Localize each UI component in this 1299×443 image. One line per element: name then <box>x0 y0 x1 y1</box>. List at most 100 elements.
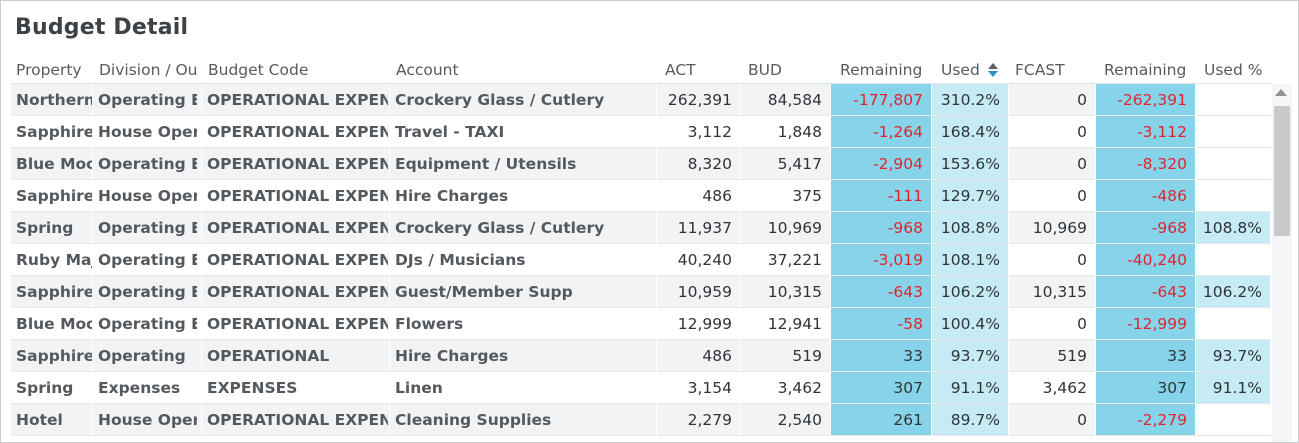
cell-act: 12,999 <box>677 315 732 333</box>
column-divider <box>740 84 741 436</box>
cell-act: 486 <box>702 347 732 365</box>
row-band <box>1009 212 1096 244</box>
row-band <box>1009 276 1096 308</box>
cell-remaining2: -12,999 <box>1096 308 1195 340</box>
cell-remaining: 307 <box>831 372 931 404</box>
cell-used: 108.1% <box>932 244 1008 276</box>
cell-account: Flowers <box>395 315 464 333</box>
scrollbar-thumb[interactable] <box>1274 106 1290 236</box>
cell-property: Hotel <box>16 411 63 429</box>
cell-fcast: 519 <box>1057 347 1087 365</box>
cell-remaining2: -3,112 <box>1096 116 1195 148</box>
row-band <box>11 84 831 116</box>
cell-remaining: -1,264 <box>831 116 931 148</box>
cell-remaining2: -262,391 <box>1096 84 1195 116</box>
cell-act: 2,279 <box>687 411 732 429</box>
column-divider <box>389 84 390 436</box>
cell-used: 100.4% <box>932 308 1008 340</box>
cell-account: Cleaning Supplies <box>395 411 552 429</box>
row-band <box>1009 84 1096 116</box>
row-band <box>1009 340 1096 372</box>
row-band <box>11 276 831 308</box>
cell-remaining: -643 <box>831 276 931 308</box>
col-header-bud[interactable]: BUD <box>748 61 782 79</box>
row-divider <box>11 275 1271 276</box>
cell-account: Travel - TAXI <box>395 123 505 141</box>
sort-up-down-icon[interactable] <box>987 62 999 78</box>
cell-remaining2: -643 <box>1096 276 1195 308</box>
cell-remaining: -3,019 <box>831 244 931 276</box>
cell-remaining2: -40,240 <box>1096 244 1195 276</box>
cell-remaining: -111 <box>831 180 931 212</box>
row-divider <box>11 147 1271 148</box>
page-title: Budget Detail <box>15 15 189 40</box>
cell-budget-code: OPERATIONAL EXPEN <box>207 155 388 173</box>
cell-property: Ruby Maj <box>16 251 93 269</box>
col-header-division[interactable]: Division / Ou <box>99 61 197 79</box>
row-divider <box>11 403 1271 404</box>
col-header-remaining-fcast[interactable]: Remaining <box>1104 61 1187 79</box>
cell-used-pct: 108.8% <box>1196 212 1270 244</box>
col-header-budget-code[interactable]: Budget Code <box>208 61 309 79</box>
cell-division: House Opera <box>98 123 197 141</box>
cell-account: Crockery Glass / Cutlery <box>395 91 605 109</box>
cell-bud: 84,584 <box>767 91 822 109</box>
cell-used-pct <box>1196 84 1270 116</box>
row-divider <box>11 243 1271 244</box>
column-divider <box>92 84 93 436</box>
cell-remaining2: -486 <box>1096 180 1195 212</box>
cell-act: 11,937 <box>677 219 732 237</box>
cell-account: Hire Charges <box>395 347 509 365</box>
col-header-fcast[interactable]: FCAST <box>1015 61 1065 79</box>
cell-used-pct <box>1196 404 1270 436</box>
cell-fcast: 10,969 <box>1032 219 1087 237</box>
cell-account: DJs / Musicians <box>395 251 526 269</box>
cell-budget-code: OPERATIONAL EXPEN <box>207 251 388 269</box>
row-band <box>11 212 831 244</box>
cell-account: Crockery Glass / Cutlery <box>395 219 605 237</box>
col-header-act[interactable]: ACT <box>665 61 696 79</box>
cell-bud: 519 <box>792 347 822 365</box>
cell-budget-code: OPERATIONAL EXPEN <box>207 123 388 141</box>
row-band <box>1009 404 1096 436</box>
cell-used-pct <box>1196 180 1270 212</box>
col-header-account[interactable]: Account <box>396 61 459 79</box>
cell-remaining2: 307 <box>1096 372 1195 404</box>
cell-account: Equipment / Utensils <box>395 155 577 173</box>
cell-division: Operating <box>98 347 186 365</box>
col-header-used-pct[interactable]: Used % <box>1204 61 1263 79</box>
cell-fcast: 0 <box>1077 315 1087 333</box>
cell-act: 262,391 <box>667 91 732 109</box>
cell-remaining: -2,904 <box>831 148 931 180</box>
column-divider <box>931 84 932 436</box>
cell-remaining2: 33 <box>1096 340 1195 372</box>
cell-act: 486 <box>702 187 732 205</box>
cell-division: Operating E: <box>98 315 197 333</box>
cell-remaining: -177,807 <box>831 84 931 116</box>
cell-used-pct: 106.2% <box>1196 276 1270 308</box>
row-divider <box>11 115 1271 116</box>
cell-fcast: 3,462 <box>1042 379 1087 397</box>
cell-used: 91.1% <box>932 372 1008 404</box>
cell-used-pct <box>1196 308 1270 340</box>
cell-bud: 37,221 <box>767 251 822 269</box>
scroll-up-icon[interactable] <box>1275 89 1287 96</box>
col-header-used[interactable]: Used <box>941 61 980 79</box>
cell-property: Sapphire <box>16 347 93 365</box>
cell-division: Operating E: <box>98 155 197 173</box>
cell-budget-code: OPERATIONAL EXPEN <box>207 411 388 429</box>
row-divider <box>11 307 1271 308</box>
cell-property: Sapphire <box>16 123 93 141</box>
cell-account: Guest/Member Supp <box>395 283 573 301</box>
col-header-property[interactable]: Property <box>16 61 82 79</box>
cell-property: Northern <box>16 91 93 109</box>
cell-fcast: 0 <box>1077 155 1087 173</box>
cell-act: 40,240 <box>677 251 732 269</box>
col-header-remaining[interactable]: Remaining <box>840 61 923 79</box>
cell-bud: 375 <box>792 187 822 205</box>
cell-remaining2: -8,320 <box>1096 148 1195 180</box>
cell-used: 106.2% <box>932 276 1008 308</box>
cell-budget-code: OPERATIONAL EXPEN <box>207 91 388 109</box>
cell-bud: 1,848 <box>777 123 822 141</box>
cell-division: Expenses <box>98 379 181 397</box>
